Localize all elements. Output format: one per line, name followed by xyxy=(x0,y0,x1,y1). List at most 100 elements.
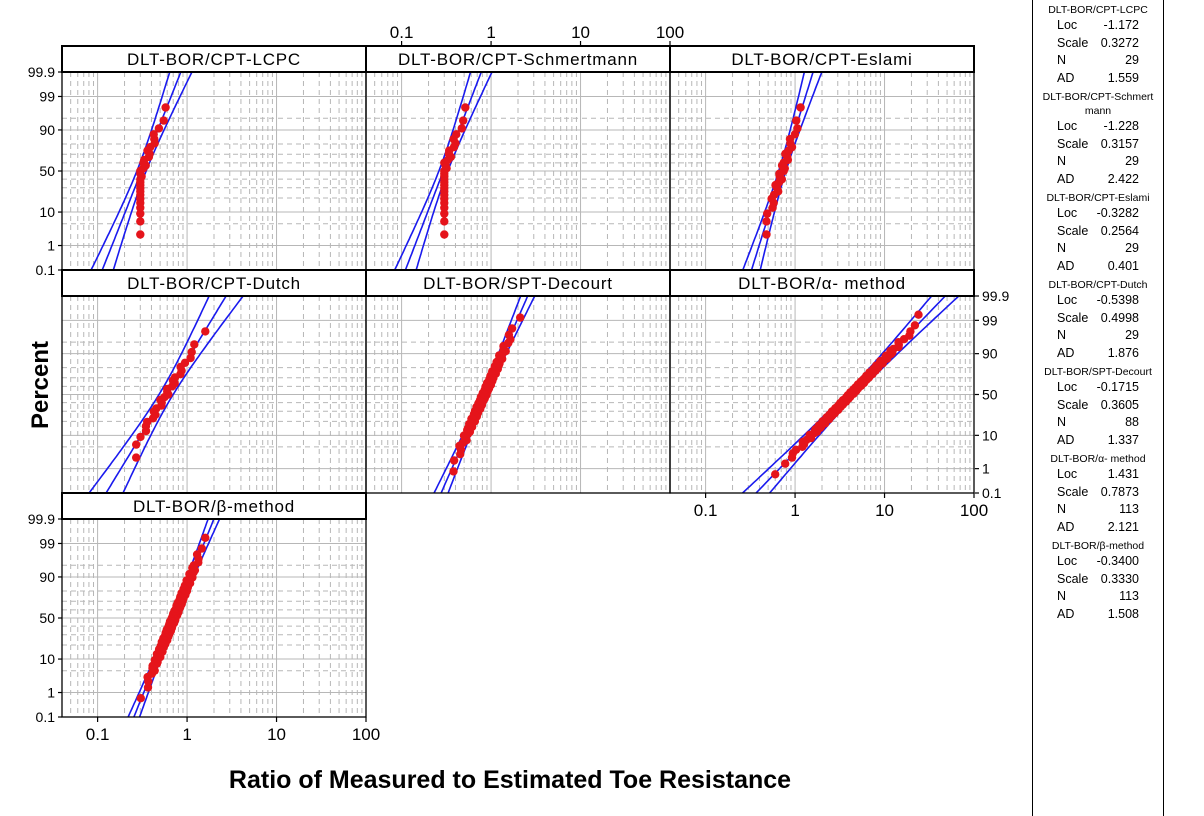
y-tick-label: 99 xyxy=(39,535,55,551)
panel-title-bar xyxy=(61,492,367,520)
data-point xyxy=(136,209,145,218)
y-tick-label: 1 xyxy=(47,685,55,701)
panel-title: DLT-BOR/CPT-Dutch xyxy=(127,274,301,293)
x-axis-ticks: 0.1 1 10 100 xyxy=(694,493,988,520)
data-point xyxy=(136,230,145,239)
y-tick-label: 50 xyxy=(982,387,998,403)
legend-value: 1.431 xyxy=(1107,467,1139,481)
legend-row-ad: AD 2.121 xyxy=(1033,519,1163,537)
panel-title-bar xyxy=(669,269,975,297)
legend-value: 1.559 xyxy=(1107,70,1139,85)
y-tick-label: 1 xyxy=(982,461,990,477)
data-point xyxy=(161,103,170,112)
y-tick-label: 99.9 xyxy=(28,511,55,527)
legend-value: 113 xyxy=(1119,589,1139,603)
gridlines xyxy=(61,295,367,494)
x-tick-label: 10 xyxy=(267,725,286,744)
y-tick-label: 0.1 xyxy=(982,485,1002,501)
legend-key: N xyxy=(1057,154,1067,168)
legend-panel: DLT-BOR/CPT-LCPC Loc -1.172 Scale 0.3272 N 29 A… xyxy=(1032,0,1164,816)
legend-row-n: N 88 xyxy=(1033,414,1163,432)
data-point xyxy=(449,467,458,476)
legend-row-scale: Scale 0.4998 xyxy=(1033,310,1163,328)
legend-title: DLT-BOR/CPT-Eslami xyxy=(1046,192,1150,204)
data-point xyxy=(910,321,920,330)
data-points xyxy=(762,103,805,239)
legend-row-scale: Scale 0.3272 xyxy=(1033,35,1163,53)
legend-row-loc: Loc -1.228 xyxy=(1033,118,1163,136)
legend-value: -0.1715 xyxy=(1096,380,1139,394)
legend-key: Scale xyxy=(1057,484,1089,499)
panel-beta: DLT-BOR/β-method xyxy=(61,492,367,718)
data-point xyxy=(180,358,190,367)
legend-title: DLT-BOR/β-method xyxy=(1051,540,1145,552)
legend-key: AD xyxy=(1057,606,1075,621)
y-axis-title: Percent xyxy=(27,341,54,429)
panel-dutch: DLT-BOR/CPT-Dutch xyxy=(61,269,367,494)
legend-row-n: N 113 xyxy=(1033,588,1163,606)
legend-key: N xyxy=(1057,53,1067,67)
legend-value: 29 xyxy=(1125,53,1139,67)
data-point xyxy=(781,459,790,468)
legend-row-ad: AD 1.337 xyxy=(1033,432,1163,450)
data-point xyxy=(762,230,771,239)
x-axis-ticks: 0.1 1 10 100 xyxy=(86,717,380,744)
legend-row-n: N 113 xyxy=(1033,501,1163,519)
legend-value: 0.3272 xyxy=(1100,35,1139,50)
legend-key: Loc xyxy=(1057,119,1078,133)
legend-row-loc: Loc -0.3282 xyxy=(1033,205,1163,223)
legend-row-n: N 29 xyxy=(1033,52,1163,70)
data-point xyxy=(440,230,449,239)
data-point xyxy=(197,544,206,553)
y-tick-label: 50 xyxy=(39,163,55,179)
y-tick-label: 10 xyxy=(982,427,998,443)
legend-key: Loc xyxy=(1057,293,1078,307)
legend-value: 29 xyxy=(1125,154,1139,168)
panel-title: DLT-BOR/CPT-LCPC xyxy=(127,50,301,69)
legend-value: 0.401 xyxy=(1107,258,1139,273)
legend-row-n: N 29 xyxy=(1033,327,1163,345)
legend-title: DLT-BOR/CPT-LCPC xyxy=(1048,4,1148,16)
legend-key: AD xyxy=(1057,519,1075,534)
legend-block: DLT-BOR/CPT-LCPC Loc -1.172 Scale 0.3272 N 29 A… xyxy=(1033,3,1163,87)
panel-title: DLT-BOR/CPT-Schmertmann xyxy=(398,50,638,69)
legend-key: Scale xyxy=(1057,397,1089,412)
legend-value: 88 xyxy=(1125,415,1139,429)
legend-value: 1.876 xyxy=(1107,345,1139,360)
y-axis-ticks: 0.1 1 10 50 90 99 99.9 xyxy=(28,64,62,278)
legend-title: DLT-BOR/CPT-Schmert mann xyxy=(1042,91,1154,117)
data-point xyxy=(796,103,805,112)
legend-value: 1.337 xyxy=(1107,432,1139,447)
legend-value: -1.228 xyxy=(1103,119,1139,133)
legend-value: 1.508 xyxy=(1107,606,1139,621)
y-tick-label: 99.9 xyxy=(982,288,1009,304)
legend-value: 0.3605 xyxy=(1100,397,1139,412)
data-points xyxy=(440,103,470,239)
x-tick-label: 100 xyxy=(352,725,380,744)
data-point xyxy=(763,209,772,218)
y-tick-label: 90 xyxy=(39,122,55,138)
data-point xyxy=(762,217,771,226)
x-tick-label: 0.1 xyxy=(694,501,718,520)
y-tick-label: 99 xyxy=(39,88,55,104)
legend-key: Scale xyxy=(1057,136,1089,151)
data-point xyxy=(132,453,141,462)
legend-value: 29 xyxy=(1125,328,1139,342)
panel-title: DLT-BOR/SPT-Decourt xyxy=(423,274,613,293)
legend-key: Scale xyxy=(1057,223,1089,238)
legend-row-n: N 29 xyxy=(1033,153,1163,171)
legend-row-loc: Loc -0.5398 xyxy=(1033,292,1163,310)
y-tick-label: 0.1 xyxy=(36,262,56,278)
legend-value: 113 xyxy=(1119,502,1139,516)
data-point xyxy=(914,310,923,319)
data-point xyxy=(507,324,517,333)
data-point xyxy=(440,209,449,218)
data-point xyxy=(793,124,802,133)
legend-key: AD xyxy=(1057,345,1075,360)
gridlines xyxy=(365,71,671,271)
legend-block: DLT-BOR/SPT-Decourt Loc -0.1715 Scale 0.3605… xyxy=(1033,365,1163,449)
legend-value: -1.172 xyxy=(1103,18,1139,32)
legend-row-scale: Scale 0.3157 xyxy=(1033,136,1163,154)
data-point xyxy=(190,340,199,349)
y-tick-label: 90 xyxy=(982,346,998,362)
